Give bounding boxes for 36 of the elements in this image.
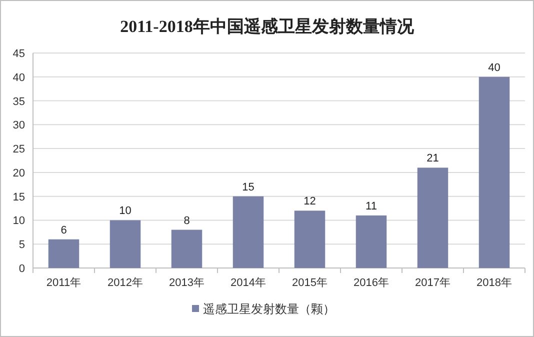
x-tick-label: 2014年 <box>230 277 266 289</box>
data-label: 40 <box>488 62 500 74</box>
bar <box>417 168 448 268</box>
x-tick-label: 2018年 <box>476 277 512 289</box>
y-tick-label: 35 <box>12 96 25 108</box>
data-label: 10 <box>119 205 132 218</box>
y-tick-label: 0 <box>18 263 25 275</box>
data-label: 8 <box>184 214 190 227</box>
y-tick-label: 30 <box>12 120 25 132</box>
y-tick-label: 5 <box>18 239 25 252</box>
x-tick-label: 2017年 <box>415 277 450 289</box>
x-tick-label: 2016年 <box>354 277 389 289</box>
data-label: 11 <box>366 200 377 212</box>
data-label: 12 <box>304 196 316 208</box>
bar <box>171 230 202 268</box>
y-tick-label: 40 <box>12 72 25 84</box>
y-tick-label: 45 <box>12 48 25 60</box>
bar <box>232 196 264 268</box>
x-tick-label: 2013年 <box>169 277 204 289</box>
data-label: 15 <box>242 181 254 194</box>
legend-label: 遥感卫星发射数量（颗） <box>203 302 335 316</box>
bar <box>48 239 80 268</box>
data-label: 6 <box>60 224 67 236</box>
bar <box>294 210 326 268</box>
bar <box>110 220 141 268</box>
y-tick-label: 25 <box>12 144 25 156</box>
x-tick-label: 2011年 <box>46 277 82 289</box>
y-tick-label: 20 <box>12 167 25 180</box>
y-tick-label: 10 <box>12 215 25 228</box>
data-label: 21 <box>426 152 439 165</box>
bar <box>356 215 387 268</box>
bar <box>478 76 510 268</box>
x-tick-label: 2015年 <box>292 277 328 289</box>
x-tick-label: 2012年 <box>108 277 143 289</box>
y-tick-label: 15 <box>12 191 25 204</box>
chart-title: 2011-2018年中国遥感卫星发射数量情况 <box>120 17 415 36</box>
